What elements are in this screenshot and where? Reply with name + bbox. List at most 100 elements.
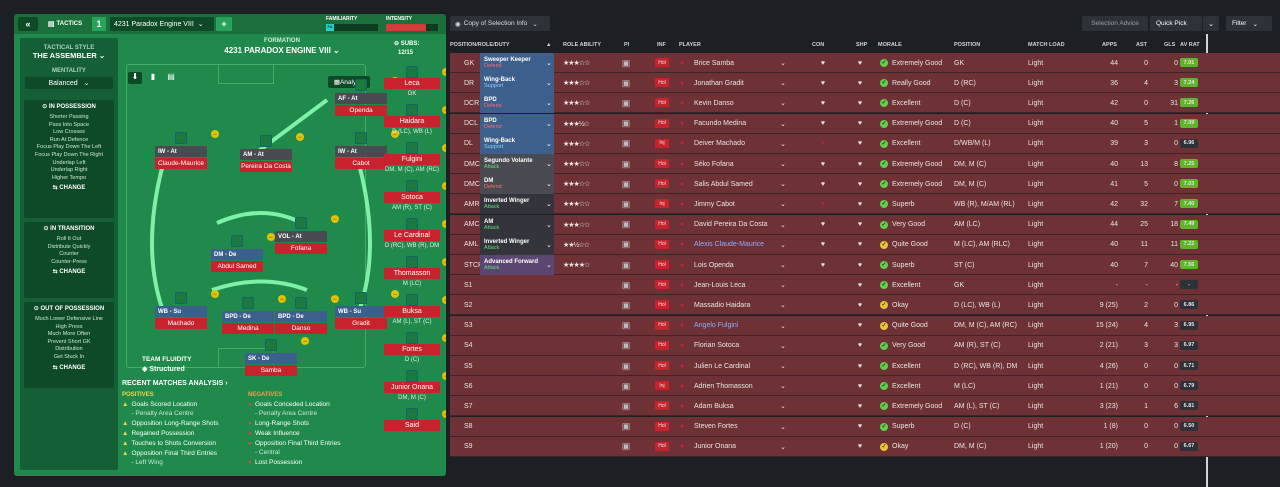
role-chevron-icon[interactable]: ⌄ [546, 221, 552, 229]
table-row[interactable]: S6 ▣ Inj ● Adrien Thomasson ⌄ ♥ ✓ Excellent M (LC… [450, 376, 1280, 397]
substitute-item[interactable]: ↔ Sotoca AM (R), ST (C) [384, 180, 446, 218]
player-chevron-icon[interactable]: ⌄ [780, 181, 786, 189]
player-instructions-icon[interactable]: ▣ [621, 380, 631, 391]
player-name[interactable]: Brice Samba [694, 59, 735, 67]
role-cell[interactable]: BPD Defend [480, 113, 554, 134]
player-chevron-icon[interactable]: ⌄ [780, 241, 786, 249]
role-chevron-icon[interactable]: ⌄ [546, 100, 552, 108]
list-icon[interactable]: ▤ [167, 72, 175, 81]
substitute-item[interactable]: ↔ Junior Onana DM, M (C) [384, 370, 446, 408]
quick-pick-button[interactable]: Quick Pick [1150, 16, 1202, 31]
player-instructions-icon[interactable]: ▣ [621, 340, 631, 351]
player-role-tag[interactable]: BPD - De [275, 311, 327, 322]
player-name[interactable]: Jimmy Cabot [694, 200, 735, 208]
col-ast[interactable]: AST [1136, 42, 1147, 48]
role-cell[interactable]: Wing-Back Support [480, 133, 554, 154]
table-row[interactable]: DMCL DM Defend ⌄ ★★★☆☆ ▣ Hol ● Salis Abdul Samed… [450, 174, 1280, 195]
out-of-possession-change-button[interactable]: ⇆ CHANGE [24, 364, 114, 371]
role-chevron-icon[interactable]: ⌄ [546, 201, 552, 209]
player-chevron-icon[interactable]: ⌄ [780, 383, 786, 391]
table-row[interactable]: DCL BPD Defend ⌄ ★★★½☆ ▣ Hol ● Facundo Medina ⌄ ♥ ♥… [450, 113, 1280, 134]
role-cell[interactable]: Segundo Volante Attack [480, 154, 554, 174]
player-role-tag[interactable]: WB - Su [335, 306, 387, 317]
player-instructions-icon[interactable]: ▣ [621, 421, 631, 432]
player-role-tag[interactable]: AM - At [240, 149, 292, 160]
table-row[interactable]: DL Wing-Back Support ⌄ ★★★☆☆ ▣ Inj ● Deiver Mach… [450, 133, 1280, 154]
col-gls[interactable]: GLS [1164, 42, 1176, 48]
player-instructions-icon[interactable]: ▣ [621, 118, 631, 129]
player-role-tag[interactable]: BPD - De [222, 311, 274, 322]
player-instructions-icon[interactable]: ▣ [621, 299, 631, 310]
player-chevron-icon[interactable]: ⌄ [780, 60, 786, 67]
player-instructions-icon[interactable]: ▣ [621, 77, 631, 88]
substitute-item[interactable]: ↔ Leca GK [384, 66, 446, 104]
player-instructions-icon[interactable]: ▣ [621, 279, 631, 290]
mentality-select[interactable]: Balanced ⌄ [25, 77, 113, 89]
player-name[interactable]: Kevin Danso [694, 99, 734, 107]
table-row[interactable]: S1 ▣ Hol ● Jean-Louis Leca ⌄ ♥ ✓ Excellent GK Ligh… [450, 275, 1280, 296]
player-instructions-icon[interactable]: ▣ [621, 360, 631, 371]
add-tactic-button[interactable]: + [216, 17, 232, 31]
player-chevron-icon[interactable]: ⌄ [780, 100, 786, 108]
player-instructions-icon[interactable]: ▣ [621, 198, 631, 209]
player-name[interactable]: Lois Openda [694, 261, 734, 269]
substitute-item[interactable]: ↔ Fulgini DM, M (C), AM (RC) [384, 142, 446, 180]
col-apps[interactable]: APPS [1102, 42, 1117, 48]
player-name[interactable]: Séko Fofana [694, 160, 734, 168]
player-name-tag[interactable]: Machado [155, 318, 207, 329]
col-inf[interactable]: INF [657, 42, 666, 48]
col-position-role-duty[interactable]: POSITION/ROLE/DUTY [450, 42, 510, 48]
table-row[interactable]: S5 ▣ Hol ● Julien Le Cardinal ⌄ ♥ ✓ Excellent D (… [450, 356, 1280, 376]
player-name-tag[interactable]: Danso [275, 323, 327, 334]
table-row[interactable]: S9 ▣ Hol ● Junior Onana ⌄ ♥ ✓ Okay DM, M (C) Light… [450, 436, 1280, 457]
role-chevron-icon[interactable]: ⌄ [546, 181, 552, 189]
player-name[interactable]: Adrien Thomasson [694, 382, 753, 390]
role-chevron-icon[interactable]: ⌄ [546, 120, 552, 128]
player-role-tag[interactable]: AF - At [335, 93, 387, 104]
table-row[interactable]: DMCR Segundo Volante Attack ⌄ ★★★☆☆ ▣ Hol ● Séko… [450, 154, 1280, 174]
player-role-tag[interactable]: IW - At [155, 146, 207, 157]
table-row[interactable]: DCR BPD Defend ⌄ ★★★☆☆ ▣ Hol ● Kevin Danso ⌄ ♥ ♥ ✓ Ex… [450, 93, 1280, 114]
player-instructions-icon[interactable]: ▣ [621, 400, 631, 411]
player-name[interactable]: Deiver Machado [694, 140, 745, 148]
role-cell[interactable]: Wing-Back Support [480, 73, 554, 94]
player-role-tag[interactable]: WB - Su [155, 306, 207, 317]
role-cell[interactable]: Advanced Forward Attack [480, 255, 554, 275]
player-chevron-icon[interactable]: ⌄ [780, 403, 786, 411]
player-name[interactable]: David Pereira Da Costa [694, 221, 768, 229]
role-cell[interactable]: Sweeper Keeper Defend [480, 53, 554, 73]
player-chevron-icon[interactable]: ⌄ [780, 80, 786, 88]
player-chevron-icon[interactable]: ⌄ [780, 342, 786, 350]
table-row[interactable]: S8 ▣ Hol ● Steven Fortes ⌄ ♥ ✓ Superb D (C) Light 1… [450, 416, 1280, 437]
player-chevron-icon[interactable]: ⌄ [780, 120, 786, 128]
table-row[interactable]: S3 ▣ Hol ● Angelo Fulgini ⌄ ♥ ✓ Quite Good DM, M … [450, 315, 1280, 336]
role-cell[interactable]: AM Attack [480, 214, 554, 235]
player-chevron-icon[interactable]: ⌄ [780, 322, 786, 330]
player-name[interactable]: Junior Onana [694, 443, 737, 451]
quick-pick-chevron-icon[interactable]: ⌄ [1203, 16, 1219, 31]
player-name[interactable]: Jonathan Gradit [694, 79, 744, 87]
col-morale[interactable]: MORALE [878, 42, 902, 48]
col-match-load[interactable]: MATCH LOAD [1028, 42, 1065, 48]
substitute-item[interactable]: ↔ Le Cardinal D (RC), WB (R), DM [384, 218, 446, 256]
player-instructions-icon[interactable]: ▣ [621, 259, 631, 270]
back-button[interactable]: « [18, 17, 38, 31]
player-name[interactable]: Jean-Louis Leca [694, 281, 746, 289]
player-instructions-icon[interactable]: ▣ [621, 138, 631, 149]
player-chevron-icon[interactable]: ⌄ [780, 282, 786, 290]
substitute-item[interactable]: ↔ Thomasson M (LC) [384, 256, 446, 294]
in-possession-change-button[interactable]: ⇆ CHANGE [24, 184, 114, 191]
table-row[interactable]: STCR Advanced Forward Attack ⌄ ★★★★☆ ▣ Hol ● Loi… [450, 255, 1280, 275]
player-name-tag[interactable]: Pereira Da Costa [240, 161, 292, 172]
player-instructions-icon[interactable]: ▣ [621, 320, 631, 331]
col-role-ability[interactable]: ROLE ABILITY [563, 42, 601, 48]
player-instructions-icon[interactable]: ▣ [621, 158, 631, 169]
player-name-tag[interactable]: Openda [335, 105, 387, 116]
sort-icon[interactable]: ▲ [546, 42, 552, 48]
role-cell[interactable]: Inverted Winger Attack [480, 234, 554, 255]
role-chevron-icon[interactable]: ⌄ [546, 140, 552, 148]
player-instructions-icon[interactable]: ▣ [621, 219, 631, 230]
player-name-tag[interactable]: Claude-Maurice [155, 158, 207, 169]
player-name[interactable]: Florian Sotoca [694, 342, 740, 350]
table-row[interactable]: GK Sweeper Keeper Defend ⌄ ★★★☆☆ ▣ Hol ● Brice S… [450, 53, 1280, 73]
